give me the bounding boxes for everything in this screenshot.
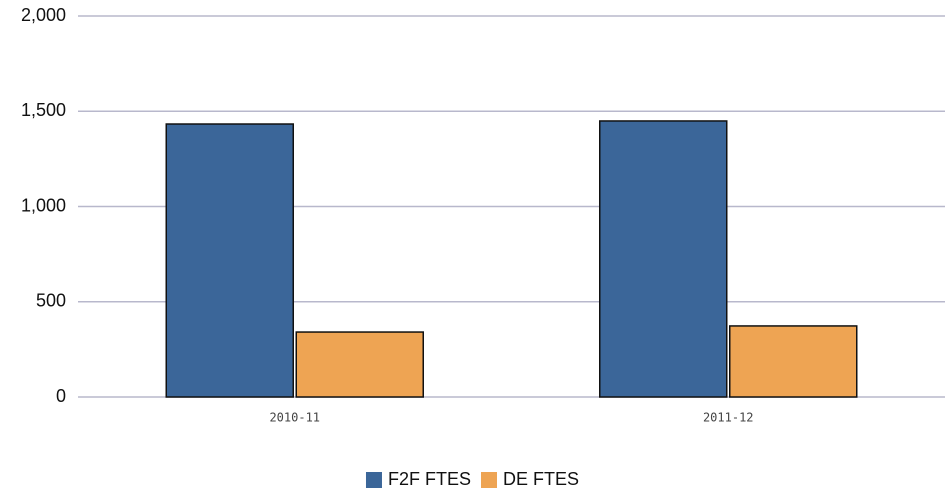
bar xyxy=(729,325,858,398)
bar xyxy=(295,331,424,398)
y-tick-label: 1,500 xyxy=(21,100,66,120)
y-tick-label: 0 xyxy=(56,386,66,406)
x-tick-label: 2011-12 xyxy=(703,411,754,425)
legend-label: DE FTES xyxy=(503,469,579,489)
y-tick-label: 2,000 xyxy=(21,5,66,25)
legend-swatch xyxy=(365,472,382,488)
x-tick-label: 2010-11 xyxy=(269,411,320,425)
legend-label: F2F FTES xyxy=(388,469,471,489)
legend-swatch xyxy=(481,472,497,488)
bar xyxy=(165,123,294,398)
y-tick-label: 1,000 xyxy=(21,195,66,215)
y-tick-label: 500 xyxy=(36,291,66,311)
bar xyxy=(599,120,728,398)
